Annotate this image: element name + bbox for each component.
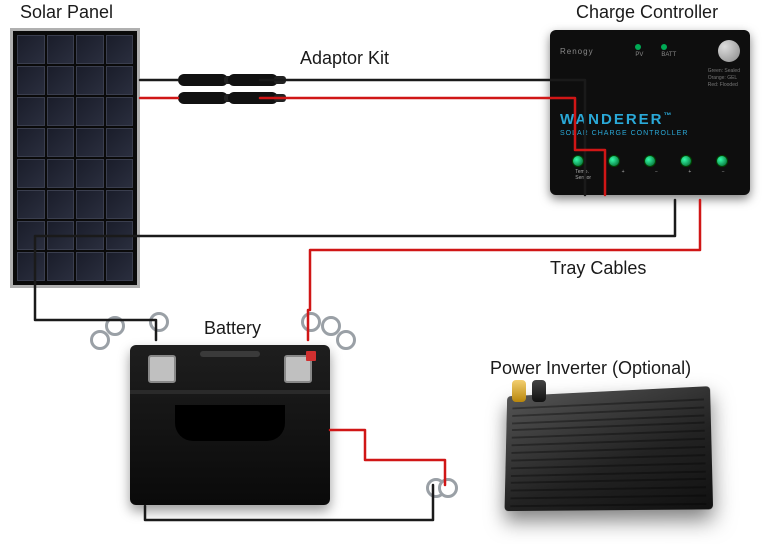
power-inverter bbox=[470, 390, 710, 520]
solar-panel bbox=[10, 28, 140, 288]
label-tray-cables: Tray Cables bbox=[550, 258, 646, 279]
ring-terminal bbox=[336, 330, 356, 350]
battery-terminal-pos bbox=[284, 355, 312, 383]
cc-subtitle: SOLAR CHARGE CONTROLLER bbox=[560, 130, 740, 137]
label-charge-controller: Charge Controller bbox=[576, 2, 718, 23]
charge-controller: Renogy PV BATT Green: Sealed Orange: GEL… bbox=[550, 30, 750, 195]
wire-mc4_to_cc_neg bbox=[260, 80, 585, 195]
mc4-connector bbox=[228, 92, 278, 104]
cc-led-batt: BATT bbox=[661, 52, 676, 58]
wire-bat_to_inv_pos bbox=[330, 430, 445, 485]
ring-terminal bbox=[149, 312, 169, 332]
inverter-post-pos bbox=[512, 380, 526, 402]
label-adaptor-kit: Adaptor Kit bbox=[300, 48, 389, 69]
cc-terminal-labels: Temp. Sensor + − + − bbox=[560, 169, 740, 181]
cc-legend: Green: Sealed Orange: GEL Red: Flooded bbox=[708, 68, 740, 89]
cc-model-text: WANDERER™ bbox=[560, 111, 740, 128]
mc4-connector bbox=[178, 92, 228, 104]
mc4-connector bbox=[178, 74, 228, 86]
cc-brand-text: Renogy bbox=[560, 47, 594, 56]
ring-terminal bbox=[301, 312, 321, 332]
cc-terminals bbox=[560, 155, 740, 167]
label-battery: Battery bbox=[204, 318, 261, 339]
cc-knob bbox=[718, 40, 740, 62]
ring-terminal bbox=[90, 330, 110, 350]
label-power-inverter: Power Inverter (Optional) bbox=[490, 358, 691, 379]
ring-terminal bbox=[438, 478, 458, 498]
battery-terminal-neg bbox=[148, 355, 176, 383]
cc-led-pv: PV bbox=[635, 52, 643, 58]
inverter-post-neg bbox=[532, 380, 546, 402]
mc4-connector bbox=[228, 74, 278, 86]
battery bbox=[130, 345, 330, 505]
label-solar-panel: Solar Panel bbox=[20, 2, 113, 23]
